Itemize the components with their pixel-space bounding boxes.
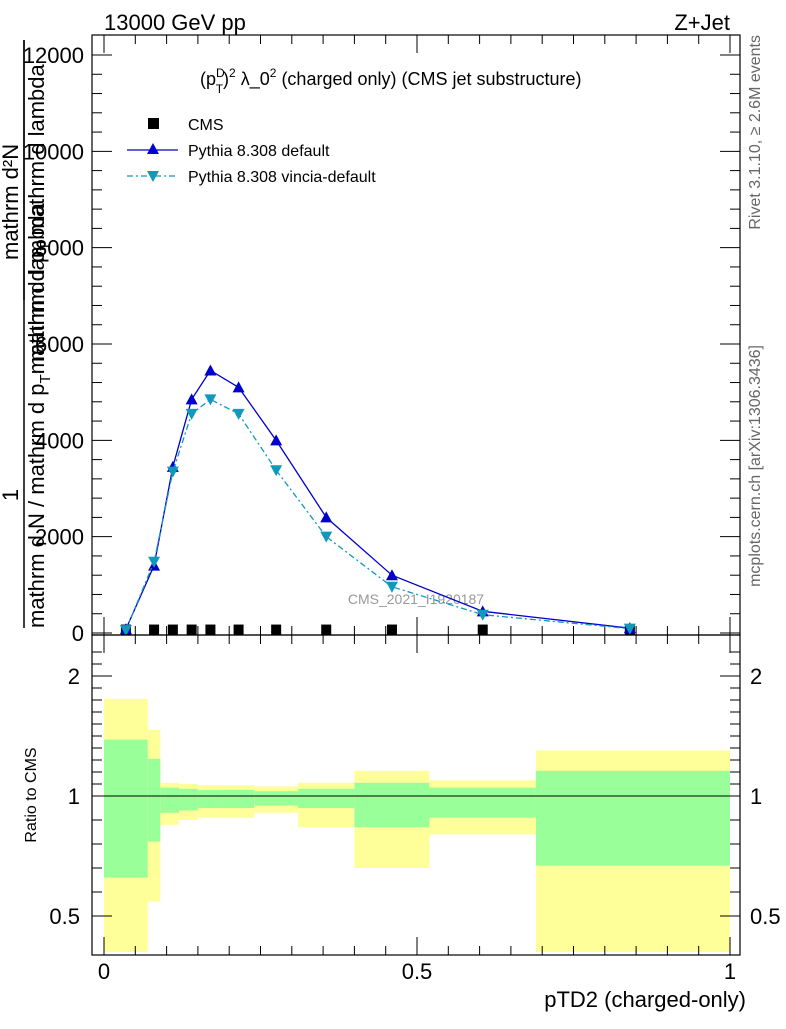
vincia-point bbox=[476, 609, 489, 621]
y-tick-label: 2000 bbox=[35, 525, 84, 550]
svg-text:1: 1 bbox=[0, 489, 23, 501]
ratio-panel-frame bbox=[91, 634, 741, 956]
band-inner bbox=[197, 790, 223, 808]
x-axis-label: pTD2 (charged-only) bbox=[544, 987, 746, 1012]
y-tick-label: 12000 bbox=[23, 43, 84, 68]
legend-label-default: Pythia 8.308 default bbox=[188, 143, 330, 160]
ratio-y-tick-label: 1 bbox=[68, 784, 80, 809]
svg-text:mathrm d N / mathrm d pTmathrm: mathrm d N / mathrm d pTmathrm d lambda bbox=[24, 202, 54, 628]
cms-point bbox=[205, 624, 216, 635]
ratio-y-tick-label-right: 2 bbox=[750, 664, 762, 689]
cms-point bbox=[321, 624, 332, 635]
cms-point bbox=[271, 624, 282, 635]
x-tick-label: 0 bbox=[98, 959, 110, 984]
ratio-y-axis: 0.5 0.5 1 1 2 2 bbox=[49, 651, 781, 929]
mcplots-label: mcplots.cern.ch [arXiv:1306.3436] bbox=[747, 345, 764, 587]
cms-point bbox=[167, 624, 178, 635]
legend-marker-vincia bbox=[147, 171, 159, 182]
y-tick-label: 6000 bbox=[35, 332, 84, 357]
vincia-point bbox=[270, 465, 283, 477]
band-inner bbox=[147, 758, 161, 842]
band-inner bbox=[160, 787, 180, 813]
default-point bbox=[320, 511, 333, 523]
y-tick-label: 4000 bbox=[35, 428, 84, 453]
vincia-point bbox=[148, 556, 161, 568]
analysis-watermark: CMS_2021_I1920187 bbox=[348, 591, 484, 607]
legend: CMS Pythia 8.308 default Pythia 8.308 vi… bbox=[127, 117, 376, 186]
vincia-point bbox=[623, 623, 636, 635]
rivet-label: Rivet 3.1.10, ≥ 2.6M events bbox=[747, 35, 764, 230]
legend-marker-default bbox=[147, 143, 159, 154]
vincia-point bbox=[185, 408, 198, 420]
band-inner bbox=[179, 788, 198, 811]
vincia-point bbox=[119, 625, 132, 637]
vincia-point bbox=[204, 394, 217, 406]
ratio-y-tick-label-right: 1 bbox=[750, 784, 762, 809]
vincia-point bbox=[385, 581, 398, 593]
default-point bbox=[270, 434, 283, 446]
cms-point bbox=[186, 624, 197, 635]
y-tick-label: 8000 bbox=[35, 236, 84, 261]
band-inner bbox=[354, 782, 430, 828]
default-point bbox=[385, 569, 398, 581]
default-point bbox=[185, 393, 198, 405]
ratio-y-tick-label: 2 bbox=[68, 664, 80, 689]
vincia-point bbox=[232, 408, 245, 420]
x-tick-label: 1 bbox=[724, 959, 736, 984]
y-tick-label: 10000 bbox=[23, 139, 84, 164]
vincia-point bbox=[166, 466, 179, 478]
cms-point bbox=[233, 624, 244, 635]
ratio-y-axis-label: Ratio to CMS bbox=[23, 747, 40, 842]
band-inner bbox=[535, 770, 730, 866]
band-inner bbox=[429, 787, 536, 818]
cms-point bbox=[477, 624, 488, 635]
ratio-y-tick-label-right: 0.5 bbox=[750, 904, 781, 929]
band-inner bbox=[222, 790, 255, 808]
svg-text:mathrm d pT mathrm d lambda: mathrm d pT mathrm d lambda bbox=[24, 64, 54, 362]
plot-title: (pD T)2 λ_02 (charged only) (CMS jet subs… bbox=[200, 66, 582, 96]
main-y-axis: 0 2000 4000 6000 8000 10000 12000 bbox=[23, 43, 740, 646]
svg-text:mathrm d²N: mathrm d²N bbox=[0, 144, 23, 260]
vincia-point bbox=[320, 531, 333, 543]
legend-label-vincia: Pythia 8.308 vincia-default bbox=[188, 169, 376, 186]
series-layer bbox=[119, 364, 636, 637]
main-y-axis-label: 1 mathrm d N / mathrm d pTmathrm d lambd… bbox=[0, 40, 54, 628]
ratio-x-axis: 0 0.5 1 bbox=[98, 635, 736, 984]
cms-point bbox=[386, 624, 397, 635]
header-process: Z+Jet bbox=[674, 10, 730, 35]
band-inner bbox=[104, 739, 148, 878]
legend-marker-cms bbox=[148, 118, 159, 129]
band-inner bbox=[254, 791, 299, 806]
header-energy: 13000 GeV pp bbox=[104, 10, 246, 35]
ratio-bands bbox=[104, 698, 730, 952]
default-point bbox=[204, 364, 217, 376]
y-tick-label: 0 bbox=[72, 621, 84, 646]
default-point bbox=[232, 381, 245, 393]
ratio-y-tick-label: 0.5 bbox=[49, 904, 80, 929]
band-inner bbox=[298, 788, 355, 808]
cms-point bbox=[149, 624, 160, 635]
x-tick-label: 0.5 bbox=[402, 959, 433, 984]
legend-label-cms: CMS bbox=[188, 117, 224, 134]
